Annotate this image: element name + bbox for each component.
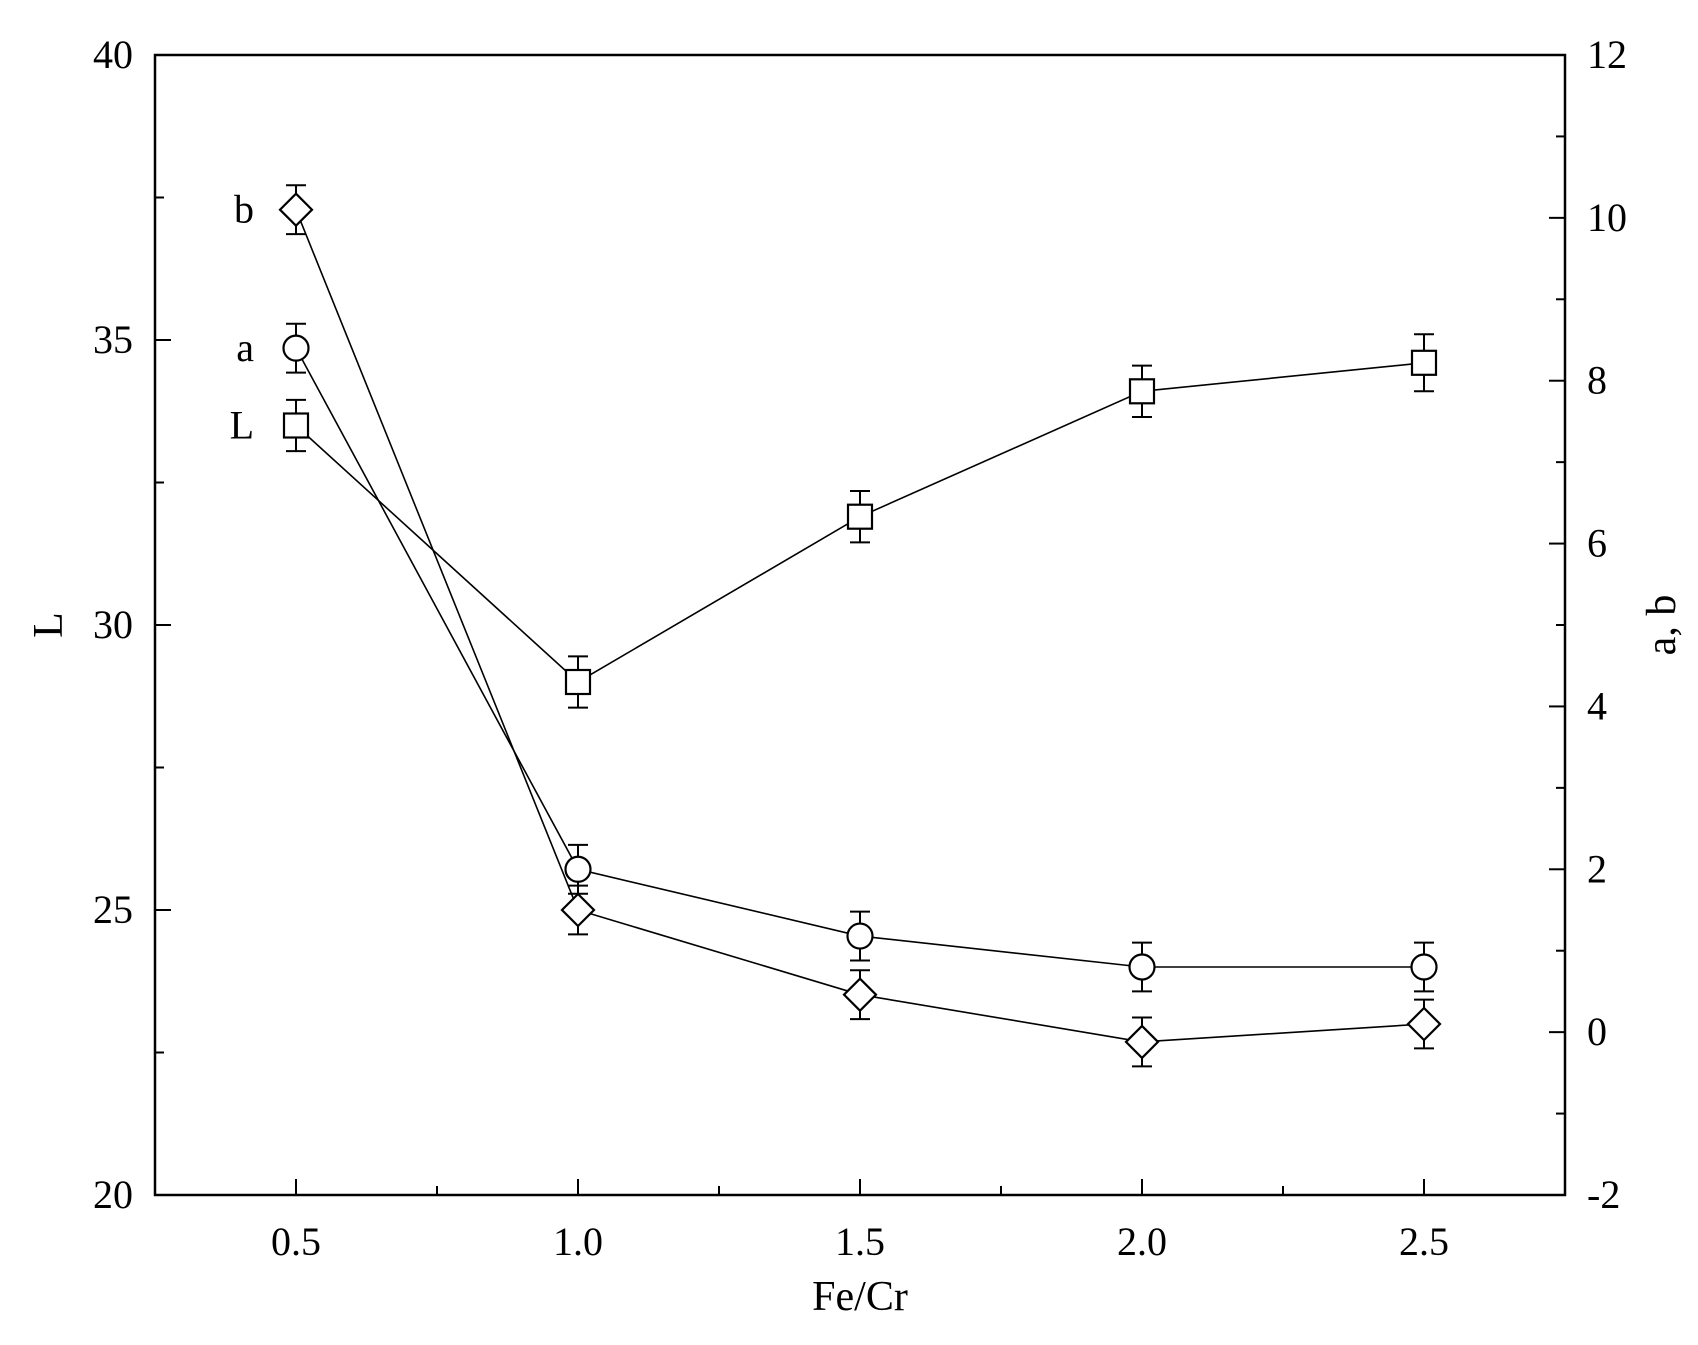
right-y-tick-label: 4: [1587, 683, 1607, 728]
left-y-tick-label: 30: [93, 602, 133, 647]
left-y-tick-label: 20: [93, 1172, 133, 1217]
left-y-tick-label: 25: [93, 887, 133, 932]
x-tick-label: 0.5: [271, 1219, 321, 1264]
data-point-diamond: [1406, 1006, 1442, 1042]
right-y-tick-label: 0: [1587, 1009, 1607, 1054]
right-y-tick-label: 8: [1587, 358, 1607, 403]
right-y-tick-label: -2: [1587, 1172, 1620, 1217]
x-tick-label: 1.0: [553, 1219, 603, 1264]
data-point-circle: [1410, 953, 1438, 981]
x-axis: 0.5 1.0 1.5 2.0 2.5: [271, 1179, 1449, 1264]
data-point-diamond: [842, 977, 878, 1013]
data-point-diamond: [560, 892, 596, 928]
right-y-tick-label: 2: [1587, 846, 1607, 891]
left-y-axis-title: L: [26, 612, 72, 638]
x-tick-label: 2.0: [1117, 1219, 1167, 1264]
data-point-square: [1128, 378, 1156, 405]
data-point-circle: [846, 922, 874, 950]
x-axis-title: Fe/Cr: [812, 1274, 908, 1320]
data-point-square: [282, 412, 310, 439]
right-y-tick-label: 12: [1587, 32, 1627, 77]
left-y-tick-label: 40: [93, 32, 133, 77]
right-y-axis-title: a, b: [1639, 595, 1685, 656]
series-label-b: b: [234, 187, 254, 232]
data-point-circle: [282, 334, 310, 362]
series-b: b: [234, 184, 1442, 1068]
x-tick-label: 1.5: [835, 1219, 885, 1264]
plot-frame: [153, 53, 1567, 1197]
series-layer: La b: [230, 184, 1442, 1068]
right-y-tick-label: 6: [1587, 521, 1607, 566]
left-y-tick-label: 35: [93, 317, 133, 362]
data-point-diamond: [1124, 1024, 1160, 1060]
data-point-circle: [564, 855, 592, 883]
right-y-axis: -2 0 2 4 6 8 10 12: [1549, 32, 1627, 1217]
left-y-axis: 20 25 30 35 40: [93, 32, 171, 1217]
data-point-square: [564, 668, 592, 696]
series-label-a: a: [236, 325, 254, 370]
series-a: a: [236, 322, 1438, 993]
data-point-square: [1410, 349, 1438, 376]
series-L: L: [230, 333, 1438, 709]
x-tick-label: 2.5: [1399, 1219, 1449, 1264]
right-y-tick-label: 10: [1587, 195, 1627, 240]
data-point-diamond: [278, 192, 314, 228]
data-point-circle: [1128, 953, 1156, 981]
series-line-a: [295, 347, 1424, 968]
data-point-square: [846, 503, 874, 530]
series-label-L: L: [230, 403, 254, 448]
